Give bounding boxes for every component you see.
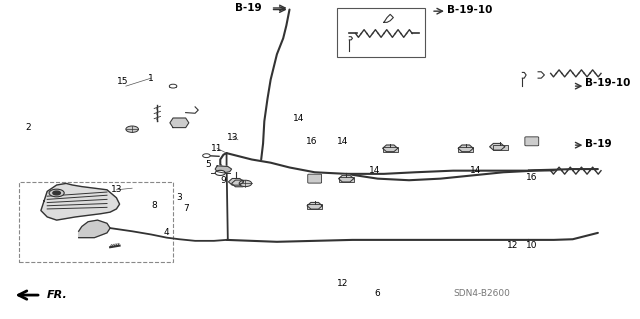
Bar bbox=[337, 8, 425, 57]
Circle shape bbox=[126, 126, 138, 132]
Text: B-19: B-19 bbox=[234, 3, 261, 13]
Text: 16: 16 bbox=[526, 173, 538, 182]
Polygon shape bbox=[383, 145, 397, 152]
Polygon shape bbox=[339, 175, 354, 182]
Bar bbox=[458, 147, 473, 152]
Text: 16: 16 bbox=[306, 137, 317, 146]
Text: 14: 14 bbox=[369, 166, 380, 175]
Text: 13: 13 bbox=[111, 185, 122, 194]
Text: B-19: B-19 bbox=[586, 138, 612, 149]
Text: 14: 14 bbox=[470, 166, 481, 175]
Text: FR.: FR. bbox=[47, 290, 68, 300]
Text: 15: 15 bbox=[117, 77, 129, 86]
Polygon shape bbox=[170, 118, 189, 128]
Text: 9: 9 bbox=[221, 176, 227, 185]
Text: 8: 8 bbox=[151, 201, 157, 210]
Text: 13: 13 bbox=[227, 133, 239, 142]
Polygon shape bbox=[215, 166, 232, 173]
Text: SDN4-B2600: SDN4-B2600 bbox=[453, 289, 510, 298]
Text: 5: 5 bbox=[205, 160, 211, 169]
Circle shape bbox=[170, 84, 177, 88]
Text: 4: 4 bbox=[164, 228, 170, 237]
FancyBboxPatch shape bbox=[525, 137, 539, 146]
Text: B-19-10: B-19-10 bbox=[447, 4, 492, 15]
Bar bbox=[493, 145, 508, 150]
Circle shape bbox=[53, 191, 60, 195]
Text: 14: 14 bbox=[337, 137, 349, 146]
Polygon shape bbox=[41, 183, 120, 220]
Text: 11: 11 bbox=[211, 144, 223, 153]
Polygon shape bbox=[232, 180, 246, 187]
Text: 1: 1 bbox=[148, 74, 154, 83]
Circle shape bbox=[239, 180, 252, 187]
Bar bbox=[383, 147, 397, 152]
Circle shape bbox=[215, 170, 225, 175]
Text: 7: 7 bbox=[183, 204, 189, 213]
Polygon shape bbox=[307, 203, 322, 209]
Text: 3: 3 bbox=[177, 193, 182, 202]
Text: 12: 12 bbox=[508, 241, 518, 250]
Text: 12: 12 bbox=[337, 279, 349, 288]
Polygon shape bbox=[79, 220, 110, 238]
Bar bbox=[339, 177, 354, 182]
Bar bbox=[307, 204, 322, 209]
Text: 6: 6 bbox=[375, 289, 381, 298]
FancyBboxPatch shape bbox=[19, 182, 173, 262]
Polygon shape bbox=[228, 179, 244, 185]
Text: 14: 14 bbox=[293, 114, 305, 122]
FancyBboxPatch shape bbox=[308, 174, 321, 183]
Circle shape bbox=[49, 189, 64, 197]
Polygon shape bbox=[458, 145, 473, 152]
Text: B-19-10: B-19-10 bbox=[586, 78, 630, 88]
Text: 10: 10 bbox=[526, 241, 538, 250]
Polygon shape bbox=[490, 144, 505, 150]
Circle shape bbox=[203, 154, 210, 158]
Text: 2: 2 bbox=[26, 123, 31, 132]
